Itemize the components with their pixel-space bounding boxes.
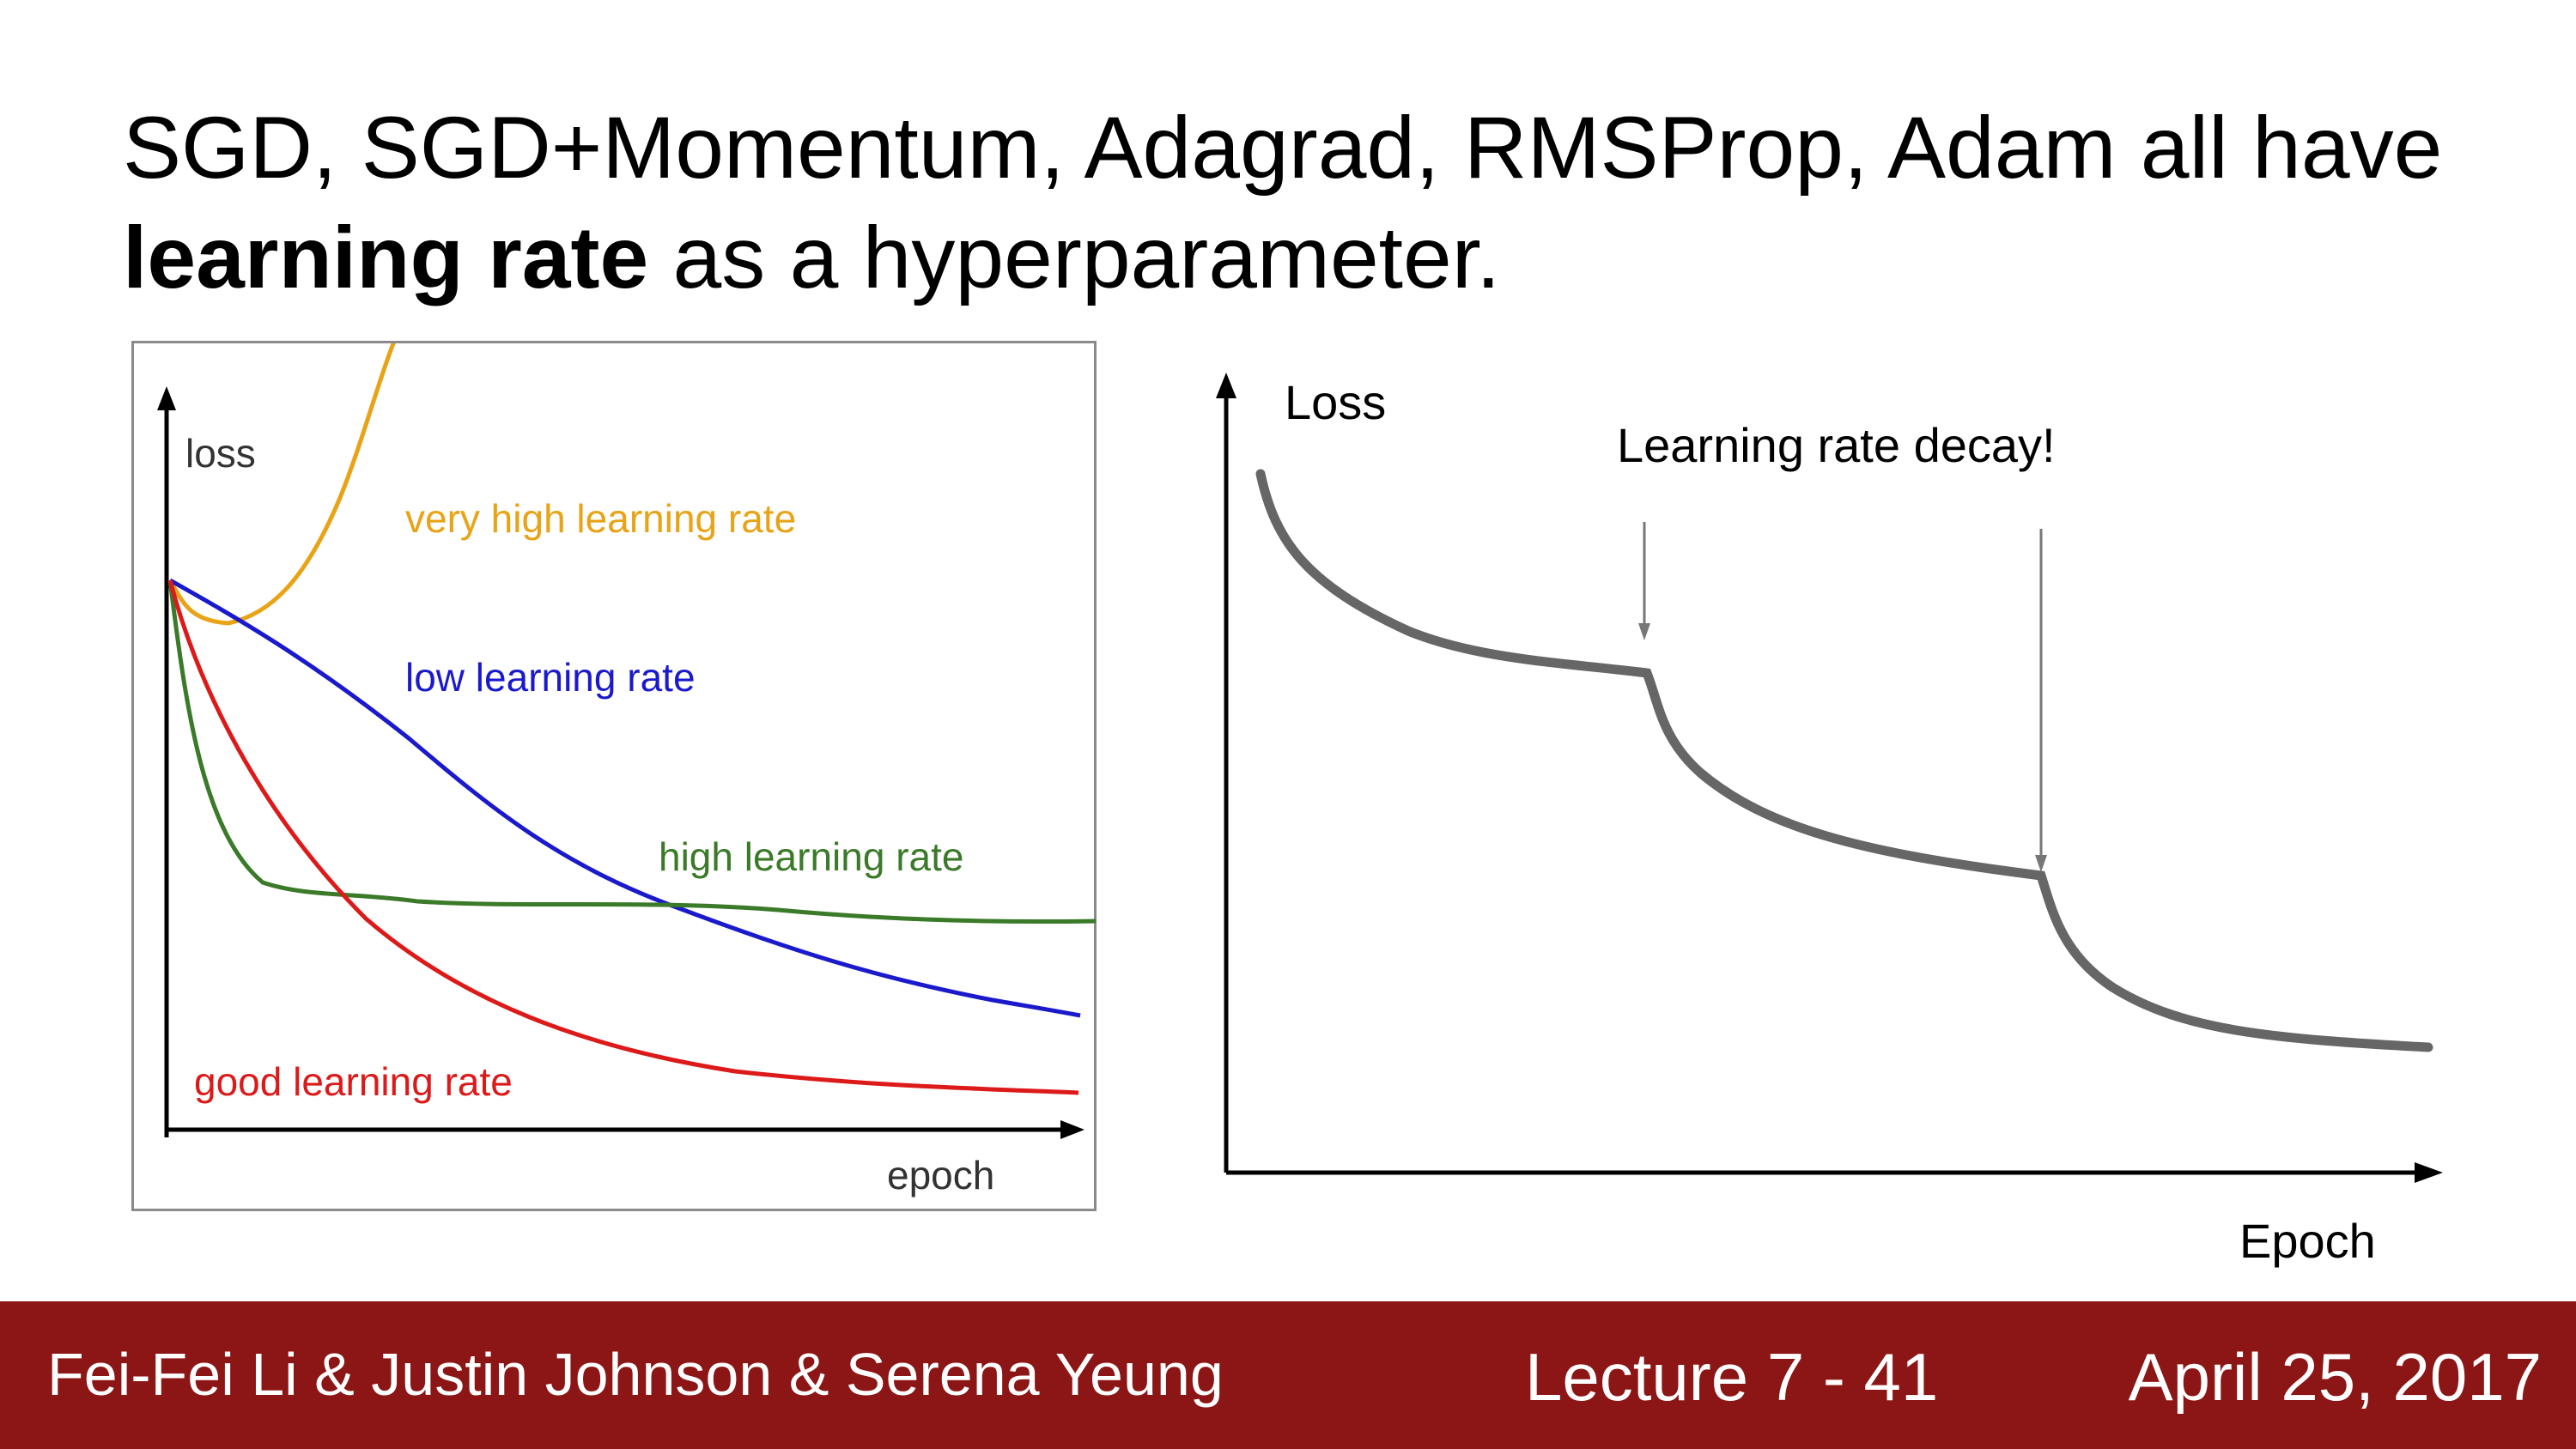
series-label-good: good learning rate	[194, 1059, 513, 1104]
y-axis-label: Loss	[1285, 375, 1386, 429]
x-axis-arrow	[2415, 1162, 2443, 1183]
series-high-learning-rate-line	[167, 579, 1097, 925]
x-axis-arrow	[1060, 1120, 1084, 1139]
footer-date: April 25, 2017	[2128, 1339, 2542, 1415]
series-good-learning-rate-line	[167, 579, 1079, 1095]
footer-lecture: Lecture 7 - 41	[1525, 1339, 1939, 1415]
learning-rate-decay-chart: Loss Epoch Learning rate decay!	[1185, 361, 2456, 1313]
footer-bar: Fei-Fei Li & Justin Johnson & Serena Yeu…	[0, 1301, 2576, 1449]
title-text-1: SGD, SGD+Momentum, Adagrad, RMSProp, Ada…	[123, 99, 2443, 197]
loss-curve-line	[1255, 469, 2433, 1052]
x-axis-label: epoch	[887, 1153, 994, 1197]
footer-authors: Fei-Fei Li & Justin Johnson & Serena Yeu…	[47, 1341, 1224, 1408]
y-axis-label: loss	[185, 431, 256, 476]
y-axis-arrow	[1216, 373, 1236, 398]
series-label-low: low learning rate	[405, 655, 696, 700]
learning-rate-decay-chart-svg: Loss Epoch Learning rate decay!	[1216, 373, 2443, 1268]
y-axis-arrow	[157, 386, 176, 410]
slide-title: SGD, SGD+Momentum, Adagrad, RMSProp, Ada…	[123, 93, 2493, 312]
x-axis-label: Epoch	[2239, 1214, 2376, 1268]
series-label-high: high learning rate	[659, 834, 963, 879]
learning-rate-chart: loss epoch very high learning rate low l…	[131, 341, 1097, 1211]
decay-arrow-1-head	[1638, 623, 1650, 640]
series-label-very-high: very high learning rate	[405, 496, 796, 541]
title-bold-text: learning rate	[123, 209, 649, 306]
series-low-learning-rate-line	[168, 578, 1081, 1018]
title-text-2: as a hyperparameter.	[648, 209, 1501, 306]
series-very-high-learning-rate-line	[167, 343, 396, 626]
learning-rate-chart-svg: loss epoch very high learning rate low l…	[157, 343, 1097, 1197]
decay-annotation: Learning rate decay!	[1617, 418, 2056, 472]
decay-arrow-2-head	[2035, 855, 2047, 872]
